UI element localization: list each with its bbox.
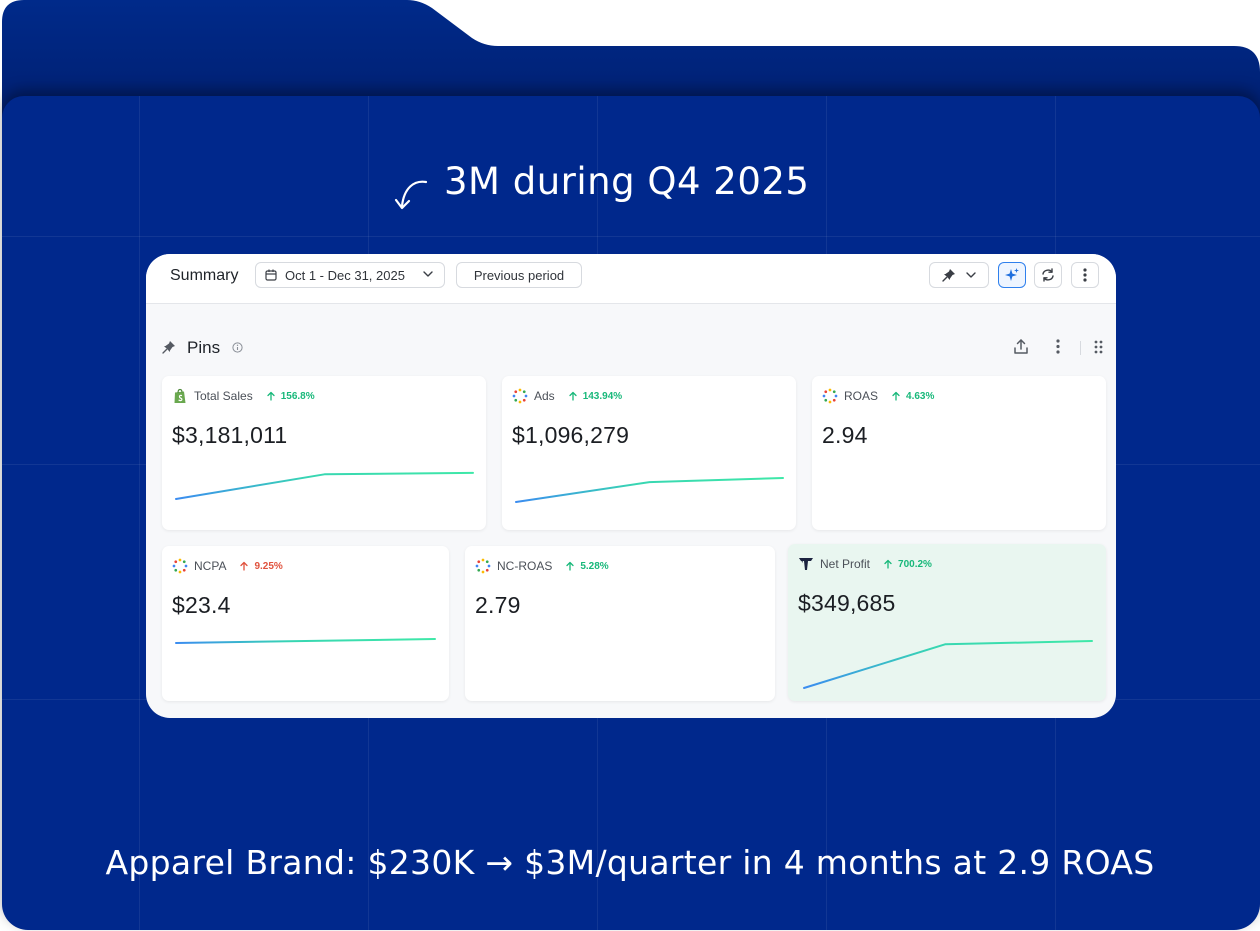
section-title: Pins bbox=[187, 338, 221, 357]
sparkline-chart bbox=[803, 640, 1093, 689]
metric-label: ROAS bbox=[844, 389, 879, 403]
metric-value: $349,685 bbox=[798, 590, 896, 616]
sparkline-series bbox=[515, 477, 784, 503]
metric-value: 2.94 bbox=[822, 422, 868, 448]
compare-period-label: Previous period bbox=[473, 267, 565, 283]
calendar-icon bbox=[265, 269, 277, 281]
sparkline-chart bbox=[175, 471, 474, 500]
sparkline-chart bbox=[175, 638, 436, 644]
more-options-button[interactable] bbox=[1071, 262, 1099, 288]
chevron-down-icon bbox=[965, 272, 976, 278]
arrow-up-icon bbox=[566, 561, 574, 571]
sparkline-chart bbox=[515, 477, 784, 503]
annotation-text: 3M during Q4 2025 bbox=[444, 160, 810, 203]
toolbar-divider bbox=[1080, 341, 1081, 355]
pin-icon bbox=[941, 269, 955, 282]
metric-change-value: 5.28% bbox=[580, 560, 609, 572]
metric-change-value: 156.8% bbox=[280, 390, 315, 402]
ads-dots-icon bbox=[475, 558, 491, 574]
metric-change: 156.8% bbox=[267, 391, 315, 402]
dashboard-panel: Summary Oct 1 - Dec 31, 2025 Previous pe… bbox=[146, 254, 1116, 718]
grid-line bbox=[139, 96, 140, 930]
ai-assistant-button[interactable] bbox=[998, 262, 1026, 288]
triple-whale-icon bbox=[799, 558, 813, 570]
date-range-picker[interactable]: Oct 1 - Dec 31, 2025 bbox=[255, 262, 445, 288]
metric-card-total-sales[interactable]: Total Sales 156.8% $3,181,011 bbox=[162, 376, 486, 530]
metric-label: Net Profit bbox=[820, 557, 871, 571]
sparkle-icon bbox=[1005, 268, 1019, 281]
refresh-icon bbox=[1042, 268, 1054, 282]
metric-card-header: ROAS 4.63% bbox=[822, 388, 934, 404]
metric-change-value: 4.63% bbox=[906, 390, 935, 402]
sparkline-chart bbox=[478, 642, 763, 644]
sparkline-chart bbox=[825, 469, 1094, 471]
ads-dots-icon bbox=[822, 388, 838, 404]
top-bar: Summary Oct 1 - Dec 31, 2025 Previous pe… bbox=[146, 254, 1116, 304]
metric-change-value: 143.94% bbox=[582, 390, 623, 402]
more-vertical-icon[interactable] bbox=[1056, 339, 1060, 354]
metric-change-value: 9.25% bbox=[254, 560, 283, 572]
metric-change: 9.25% bbox=[240, 560, 283, 572]
metric-card-header: NC-ROAS 5.28% bbox=[475, 558, 609, 574]
metric-card-ncpa[interactable]: NCPA 9.25% $23.4 bbox=[162, 546, 449, 701]
metric-card-ads[interactable]: Ads 143.94% $1,096,279 bbox=[502, 376, 796, 530]
metric-card-nc-roas[interactable]: NC-ROAS 5.28% 2.79 bbox=[465, 546, 775, 701]
pin-menu-button[interactable] bbox=[929, 262, 989, 288]
arrow-up-icon bbox=[884, 559, 892, 569]
curved-arrow-icon bbox=[394, 180, 428, 210]
export-icon[interactable] bbox=[1013, 338, 1029, 355]
ads-dots-icon bbox=[172, 558, 188, 574]
refresh-button[interactable] bbox=[1034, 262, 1062, 288]
sparkline-series bbox=[175, 638, 436, 644]
grid-line bbox=[2, 236, 1260, 237]
metric-value: 2.79 bbox=[475, 592, 521, 618]
metric-label: NCPA bbox=[194, 559, 227, 573]
metric-label: Ads bbox=[534, 389, 555, 403]
page-title: Summary bbox=[170, 267, 239, 284]
metric-card-header: Total Sales 156.8% bbox=[172, 388, 315, 404]
arrow-up-icon bbox=[240, 561, 249, 571]
sparkline-series bbox=[175, 471, 474, 500]
compare-period-button[interactable]: Previous period bbox=[456, 262, 582, 288]
metric-change: 700.2% bbox=[884, 559, 932, 570]
metric-card-header: Net Profit 700.2% bbox=[798, 556, 932, 572]
metric-card-net-profit[interactable]: Net Profit 700.2% $349,685 bbox=[788, 544, 1106, 701]
more-vertical-icon bbox=[1083, 268, 1087, 282]
metric-value: $1,096,279 bbox=[512, 422, 630, 448]
shopify-icon bbox=[174, 388, 186, 403]
arrow-up-icon bbox=[267, 391, 275, 401]
chevron-down-icon bbox=[423, 271, 433, 277]
date-range-label: Oct 1 - Dec 31, 2025 bbox=[285, 267, 405, 283]
arrow-up-icon bbox=[569, 391, 577, 401]
metric-card-roas[interactable]: ROAS 4.63% 2.94 bbox=[812, 376, 1106, 530]
info-icon[interactable] bbox=[232, 342, 243, 353]
metric-change: 143.94% bbox=[569, 391, 622, 402]
drag-grid-icon[interactable] bbox=[1094, 340, 1103, 354]
metric-change: 5.28% bbox=[566, 560, 609, 572]
ads-dots-icon bbox=[512, 388, 528, 404]
caption-text: Apparel Brand: $230K → $3M/quarter in 4 … bbox=[105, 843, 1155, 882]
metric-change-value: 700.2% bbox=[898, 558, 932, 570]
metric-change: 4.63% bbox=[892, 391, 934, 402]
metric-card-header: NCPA 9.25% bbox=[172, 558, 283, 574]
metric-value: $3,181,011 bbox=[172, 422, 288, 448]
metric-label: Total Sales bbox=[194, 389, 253, 403]
metric-card-header: Ads 143.94% bbox=[512, 388, 622, 404]
sparkline-series bbox=[803, 640, 1093, 689]
pin-icon bbox=[162, 341, 175, 354]
metric-value: $23.4 bbox=[172, 592, 231, 618]
metric-label: NC-ROAS bbox=[497, 559, 553, 573]
arrow-up-icon bbox=[892, 391, 900, 401]
